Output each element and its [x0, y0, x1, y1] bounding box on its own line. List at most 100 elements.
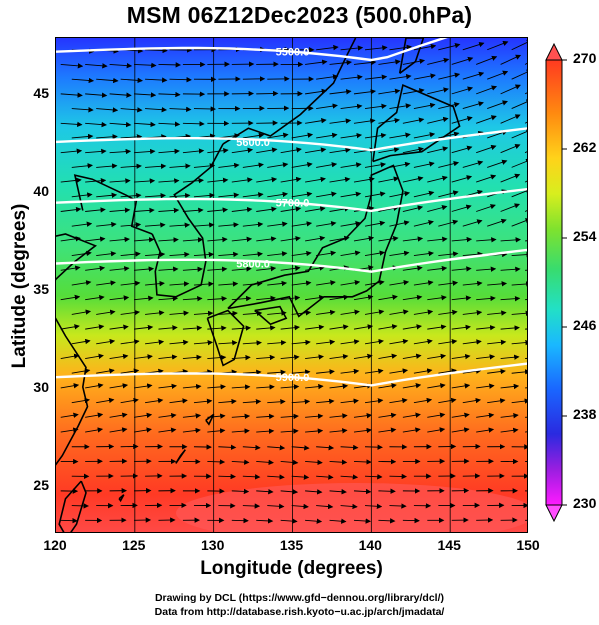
wind-vector [134, 121, 156, 128]
wind-vector [451, 295, 472, 301]
wind-vector [120, 107, 143, 113]
wind-vector [378, 324, 398, 330]
wind-vector [242, 192, 264, 198]
wind-vector [96, 134, 118, 140]
wind-vector [231, 177, 253, 183]
wind-vector [231, 413, 251, 420]
wind-vector [109, 178, 131, 184]
sakhalin-coast [398, 38, 425, 74]
wind-vector [427, 353, 447, 360]
wind-vector [71, 133, 94, 140]
wind-vector [242, 474, 261, 480]
wind-vector [207, 296, 228, 302]
wind-vector [120, 192, 142, 199]
wind-vector [133, 354, 153, 360]
wind-vector [500, 427, 519, 434]
wind-vector [291, 221, 313, 227]
wind-vector [280, 147, 302, 154]
wind-vector [511, 218, 527, 227]
wind-vector [71, 309, 92, 315]
wind-vector [438, 160, 460, 168]
wind-vector [207, 147, 229, 154]
wind-vector [60, 206, 82, 213]
wind-vector [438, 280, 459, 286]
wind-vector [451, 353, 471, 360]
wind-vector [242, 132, 265, 139]
wind-vector [60, 63, 84, 69]
wind-vector [389, 73, 412, 80]
wind-vector [487, 310, 507, 316]
wind-vector [267, 251, 288, 257]
wind-vector [96, 251, 117, 257]
wind-vector [427, 236, 448, 243]
wind-vector [438, 42, 461, 51]
wind-vector [145, 310, 165, 316]
wind-vector [476, 383, 495, 389]
wind-vector [427, 87, 449, 95]
wind-vector [291, 132, 314, 139]
wind-vector [218, 162, 240, 169]
wind-vector [256, 428, 275, 434]
wind-vector [158, 91, 181, 98]
wind-vector [280, 518, 298, 524]
wind-vector [500, 203, 521, 212]
wind-vector [462, 339, 482, 345]
wind-vector [109, 148, 132, 155]
wind-vector [413, 309, 434, 315]
wind-vector [365, 444, 383, 450]
wind-vector [133, 427, 152, 433]
wind-vector [291, 369, 311, 375]
wind-vector [476, 174, 497, 183]
wind-vector [71, 192, 93, 198]
wind-vector [378, 412, 397, 419]
wind-vector [402, 265, 423, 271]
wind-vector [158, 427, 177, 433]
wind-vector [133, 383, 153, 389]
wind-vector [353, 59, 377, 66]
wind-vector [305, 324, 325, 330]
wind-vector [476, 295, 496, 302]
wind-vector [242, 369, 262, 375]
wind-vector [316, 280, 336, 286]
wind-vector [158, 207, 180, 214]
x-tick: 150 [516, 537, 540, 553]
wind-vector [438, 72, 461, 80]
wind-vector [451, 175, 473, 183]
wind-vector [413, 338, 433, 345]
wind-vector [291, 503, 309, 510]
wind-vector [60, 121, 83, 128]
wind-vector [511, 398, 527, 404]
wind-vector [207, 177, 229, 184]
wind-vector [353, 427, 372, 434]
wind-vector [462, 310, 483, 316]
wind-vector [145, 193, 167, 199]
wind-vector [511, 339, 527, 346]
wind-vector [85, 427, 104, 433]
wind-vector [329, 59, 352, 66]
wind-vector [353, 459, 372, 465]
wind-vector [158, 237, 179, 243]
wind-vector [500, 325, 520, 331]
colorbar-tick: 238 [573, 406, 597, 422]
chart-title: MSM 06Z12Dec2023 (500.0hPa) [126, 2, 473, 28]
wind-vector [145, 280, 165, 287]
wind-vector [378, 427, 397, 433]
wind-vector [316, 221, 337, 227]
wind-vector [158, 295, 179, 302]
wind-vector [280, 384, 300, 390]
wind-vector [511, 129, 527, 139]
wind-vector [218, 222, 239, 228]
wind-vector [145, 222, 166, 228]
wind-vector [96, 221, 117, 228]
wind-vector [169, 251, 190, 258]
wind-vector [487, 368, 506, 375]
contour-label: 5900.0 [276, 372, 310, 384]
wind-vector [280, 176, 302, 183]
wind-vector [389, 397, 408, 404]
wind-vector [96, 309, 116, 315]
wind-vector [145, 106, 168, 113]
wind-vector [267, 191, 289, 198]
wind-vector [305, 88, 328, 95]
wind-vector [402, 353, 422, 359]
wind-vector [305, 235, 326, 242]
